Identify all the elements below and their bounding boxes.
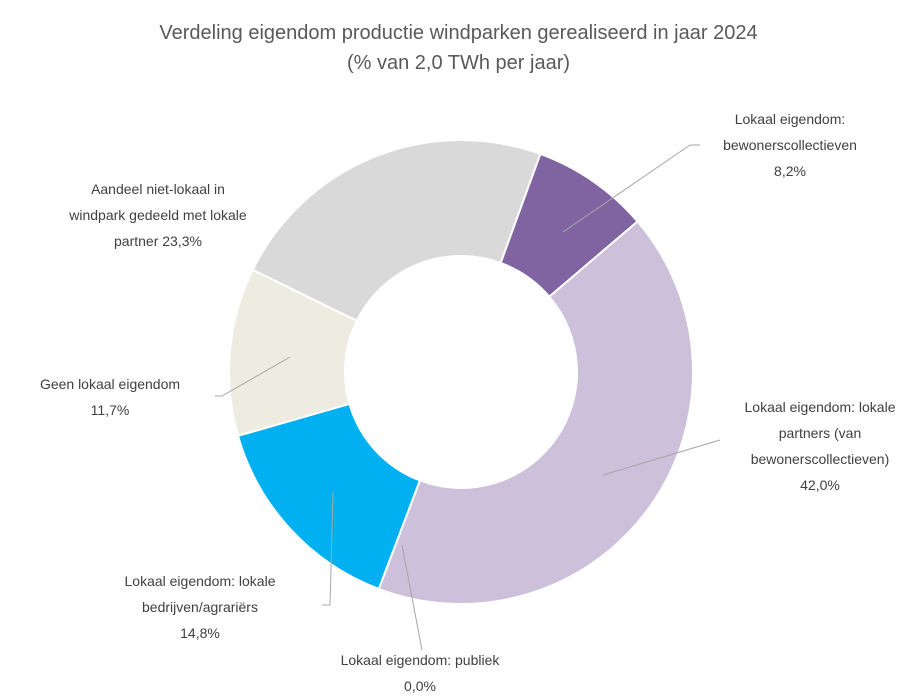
value-label: 14,8% (180, 625, 220, 641)
slice (377, 219, 694, 605)
slice-label: Lokaal eigendom: lokale bedrijven/agrari… (110, 568, 290, 646)
chart-subtitle: (% van 2,0 TWh per jaar) (346, 52, 571, 74)
slice (499, 152, 639, 299)
slice-label: Aandeel niet-lokaal in windpark gedeeld … (68, 176, 248, 254)
value-label: 8,2% (774, 163, 806, 179)
slice (236, 402, 422, 591)
slice-label: Lokaal eigendom: publiek 0,0% (300, 647, 540, 697)
slice-label: Lokaal eigendom: bewonerscollectieven 8,2… (705, 106, 875, 184)
category-label: Lokaal eigendom: publiek (340, 652, 500, 668)
slice (228, 268, 359, 438)
category-label: Lokaal eigendom: lokale bedrijven/agrari… (124, 573, 276, 615)
slice (251, 139, 542, 323)
category-label: Aandeel niet-lokaal in windpark gedeeld … (69, 181, 247, 249)
category-label: Lokaal eigendom: lokale partners (van be… (744, 399, 896, 467)
value-label: 23,3% (162, 233, 202, 249)
value-label: 11,7% (90, 402, 130, 418)
leader-lines (215, 144, 721, 651)
category-label: Geen lokaal eigendom (39, 376, 181, 392)
slice-label: Geen lokaal eigendom 11,7% (5, 371, 215, 423)
category-label: Lokaal eigendom: bewonerscollectieven (723, 111, 857, 153)
slice-label: Lokaal eigendom: lokale partners (van be… (730, 394, 910, 498)
value-label: 0,0% (404, 678, 436, 694)
value-label: 42,0% (800, 477, 840, 493)
chart-title: Verdeling eigendom productie windparken … (159, 22, 758, 44)
